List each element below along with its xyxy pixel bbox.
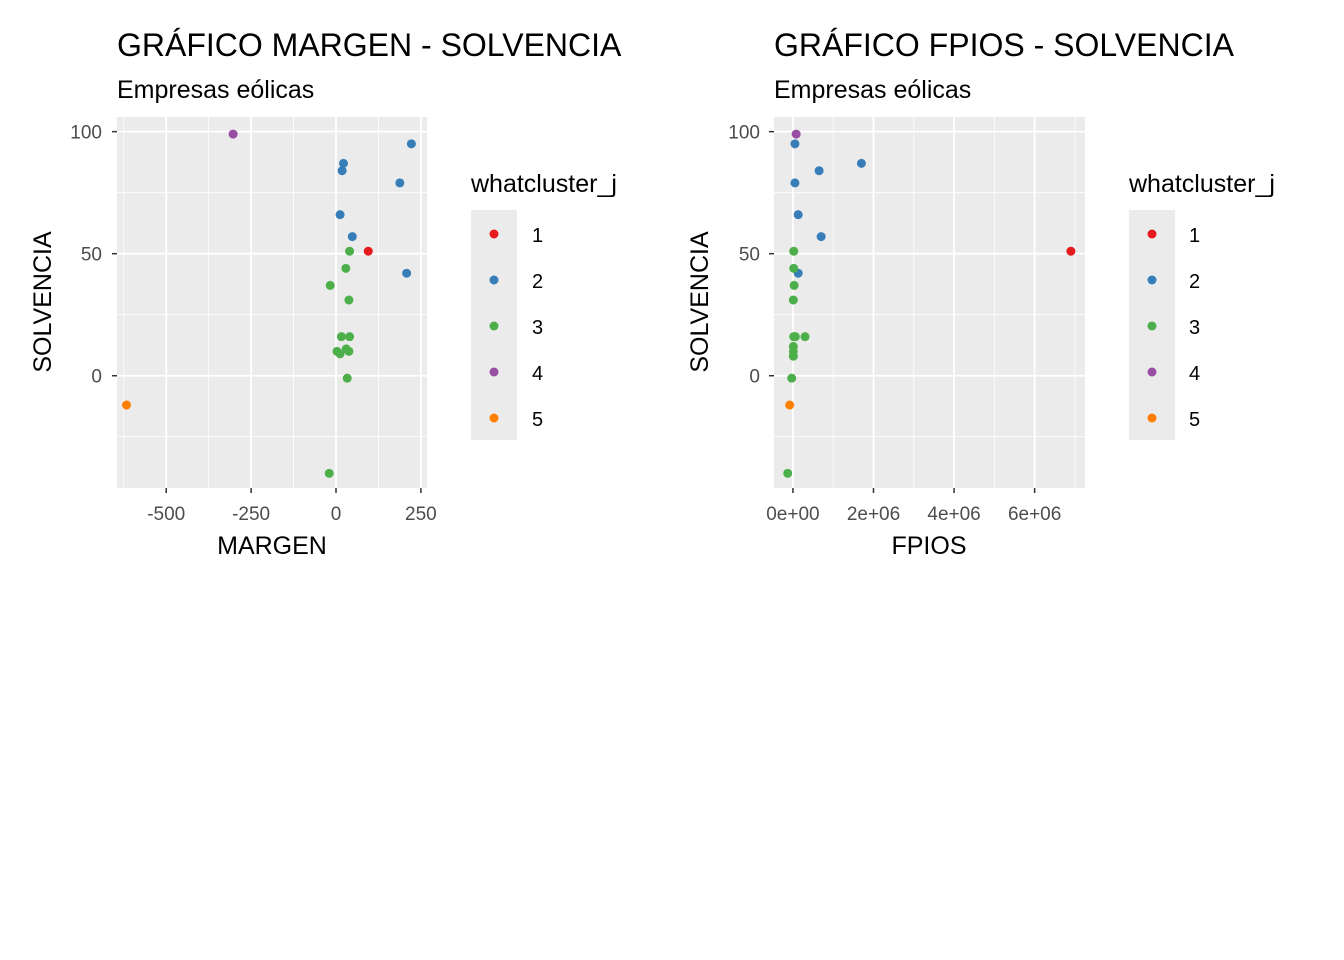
legend-key-cluster-1 xyxy=(489,229,499,239)
y-tick-label: 100 xyxy=(728,123,760,144)
chart-title: GRÁFICO MARGEN - SOLVENCIA xyxy=(117,27,622,63)
gridlines xyxy=(117,117,427,488)
legend-label: 2 xyxy=(532,271,543,293)
chart-margen-solvencia: GRÁFICO MARGEN - SOLVENCIA Empresas eóli… xyxy=(29,27,622,560)
data-point-cluster-5 xyxy=(785,400,795,410)
legend-key-cluster-4 xyxy=(1147,367,1157,377)
x-axis-ticks: 0e+00 2e+06 4e+06 6e+06 xyxy=(766,488,1061,525)
legend-title: whatcluster_j xyxy=(470,170,617,198)
legend-label: 3 xyxy=(532,317,543,339)
data-point-cluster-2 xyxy=(790,178,800,188)
x-tick-label: 2e+06 xyxy=(847,504,900,525)
legend-key-cluster-4 xyxy=(489,367,499,377)
legend-label: 4 xyxy=(532,363,543,385)
data-point-cluster-3 xyxy=(788,295,798,305)
legend-keys xyxy=(489,229,499,423)
data-points xyxy=(783,129,1076,478)
legend-key-cluster-3 xyxy=(489,321,499,331)
data-point-cluster-2 xyxy=(856,158,866,168)
y-axis-title: SOLVENCIA xyxy=(29,231,57,373)
data-point-cluster-3 xyxy=(790,332,800,342)
chart-subtitle: Empresas eólicas xyxy=(774,76,971,104)
x-axis-title: MARGEN xyxy=(217,532,327,560)
data-point-cluster-3 xyxy=(342,373,352,383)
data-point-cluster-2 xyxy=(814,166,824,176)
legend-key-cluster-5 xyxy=(1147,413,1157,423)
data-point-cluster-2 xyxy=(406,139,416,149)
data-point-cluster-3 xyxy=(345,246,355,256)
data-point-cluster-2 xyxy=(816,232,826,242)
data-point-cluster-2 xyxy=(347,232,357,242)
x-tick-label: -250 xyxy=(232,504,270,525)
data-point-cluster-3 xyxy=(325,280,335,290)
legend-label: 1 xyxy=(1189,225,1200,247)
data-point-cluster-3 xyxy=(800,332,810,342)
data-point-cluster-4 xyxy=(228,129,238,139)
legend-label: 1 xyxy=(532,225,543,247)
x-tick-label: 4e+06 xyxy=(927,504,980,525)
data-point-cluster-1 xyxy=(363,246,373,256)
data-point-cluster-3 xyxy=(324,468,334,478)
legend-label: 5 xyxy=(1189,409,1200,431)
data-point-cluster-3 xyxy=(344,295,354,305)
legend-label: 3 xyxy=(1189,317,1200,339)
y-axis-ticks: 0 50 100 xyxy=(728,123,774,388)
chart-subtitle: Empresas eólicas xyxy=(117,76,314,104)
data-point-cluster-4 xyxy=(791,129,801,139)
plot-panel xyxy=(774,117,1085,488)
data-point-cluster-3 xyxy=(344,346,354,356)
data-point-cluster-3 xyxy=(336,332,346,342)
legend-keys xyxy=(1147,229,1157,423)
chart-title: GRÁFICO FPIOS - SOLVENCIA xyxy=(774,27,1235,63)
data-point-cluster-3 xyxy=(345,332,355,342)
chart-fpios-solvencia: GRÁFICO FPIOS - SOLVENCIA Empresas eólic… xyxy=(686,27,1275,560)
legend: whatcluster_j 1 2 3 4 5 xyxy=(470,170,617,440)
plot-panel xyxy=(117,117,427,488)
data-point-cluster-3 xyxy=(789,246,799,256)
legend-key-cluster-5 xyxy=(489,413,499,423)
data-point-cluster-3 xyxy=(335,349,345,359)
x-tick-label: -500 xyxy=(147,504,185,525)
data-point-cluster-3 xyxy=(787,373,797,383)
data-point-cluster-3 xyxy=(788,351,798,361)
y-tick-label: 0 xyxy=(91,367,102,388)
x-tick-label: 6e+06 xyxy=(1008,504,1061,525)
y-axis-title: SOLVENCIA xyxy=(686,231,714,373)
data-point-cluster-2 xyxy=(793,210,803,220)
data-point-cluster-3 xyxy=(341,263,351,273)
data-point-cluster-3 xyxy=(789,280,799,290)
legend: whatcluster_j 1 2 3 4 5 xyxy=(1128,170,1275,440)
legend-key-cluster-2 xyxy=(489,275,499,285)
legend-title: whatcluster_j xyxy=(1128,170,1275,198)
legend-key-cluster-3 xyxy=(1147,321,1157,331)
data-point-cluster-2 xyxy=(338,158,348,168)
y-tick-label: 50 xyxy=(81,245,102,266)
data-point-cluster-2 xyxy=(790,139,800,149)
legend-label: 4 xyxy=(1189,363,1200,385)
data-point-cluster-3 xyxy=(783,468,793,478)
x-axis-ticks: -500 -250 0 250 xyxy=(147,488,437,525)
x-tick-label: 0 xyxy=(331,504,342,525)
data-point-cluster-3 xyxy=(789,263,799,273)
data-point-cluster-2 xyxy=(402,268,412,278)
x-axis-title: FPIOS xyxy=(891,532,966,560)
legend-key-cluster-2 xyxy=(1147,275,1157,285)
data-point-cluster-2 xyxy=(337,166,347,176)
data-point-cluster-1 xyxy=(1066,246,1076,256)
data-point-cluster-2 xyxy=(395,178,405,188)
y-axis-ticks: 0 50 100 xyxy=(70,123,117,388)
data-point-cluster-5 xyxy=(122,400,132,410)
legend-label: 2 xyxy=(1189,271,1200,293)
x-tick-label: 250 xyxy=(405,504,437,525)
y-tick-label: 50 xyxy=(739,245,760,266)
y-tick-label: 0 xyxy=(749,367,760,388)
data-point-cluster-2 xyxy=(335,210,345,220)
legend-label: 5 xyxy=(532,409,543,431)
y-tick-label: 100 xyxy=(70,123,102,144)
data-points xyxy=(122,129,416,478)
legend-key-cluster-1 xyxy=(1147,229,1157,239)
x-tick-label: 0e+00 xyxy=(766,504,819,525)
